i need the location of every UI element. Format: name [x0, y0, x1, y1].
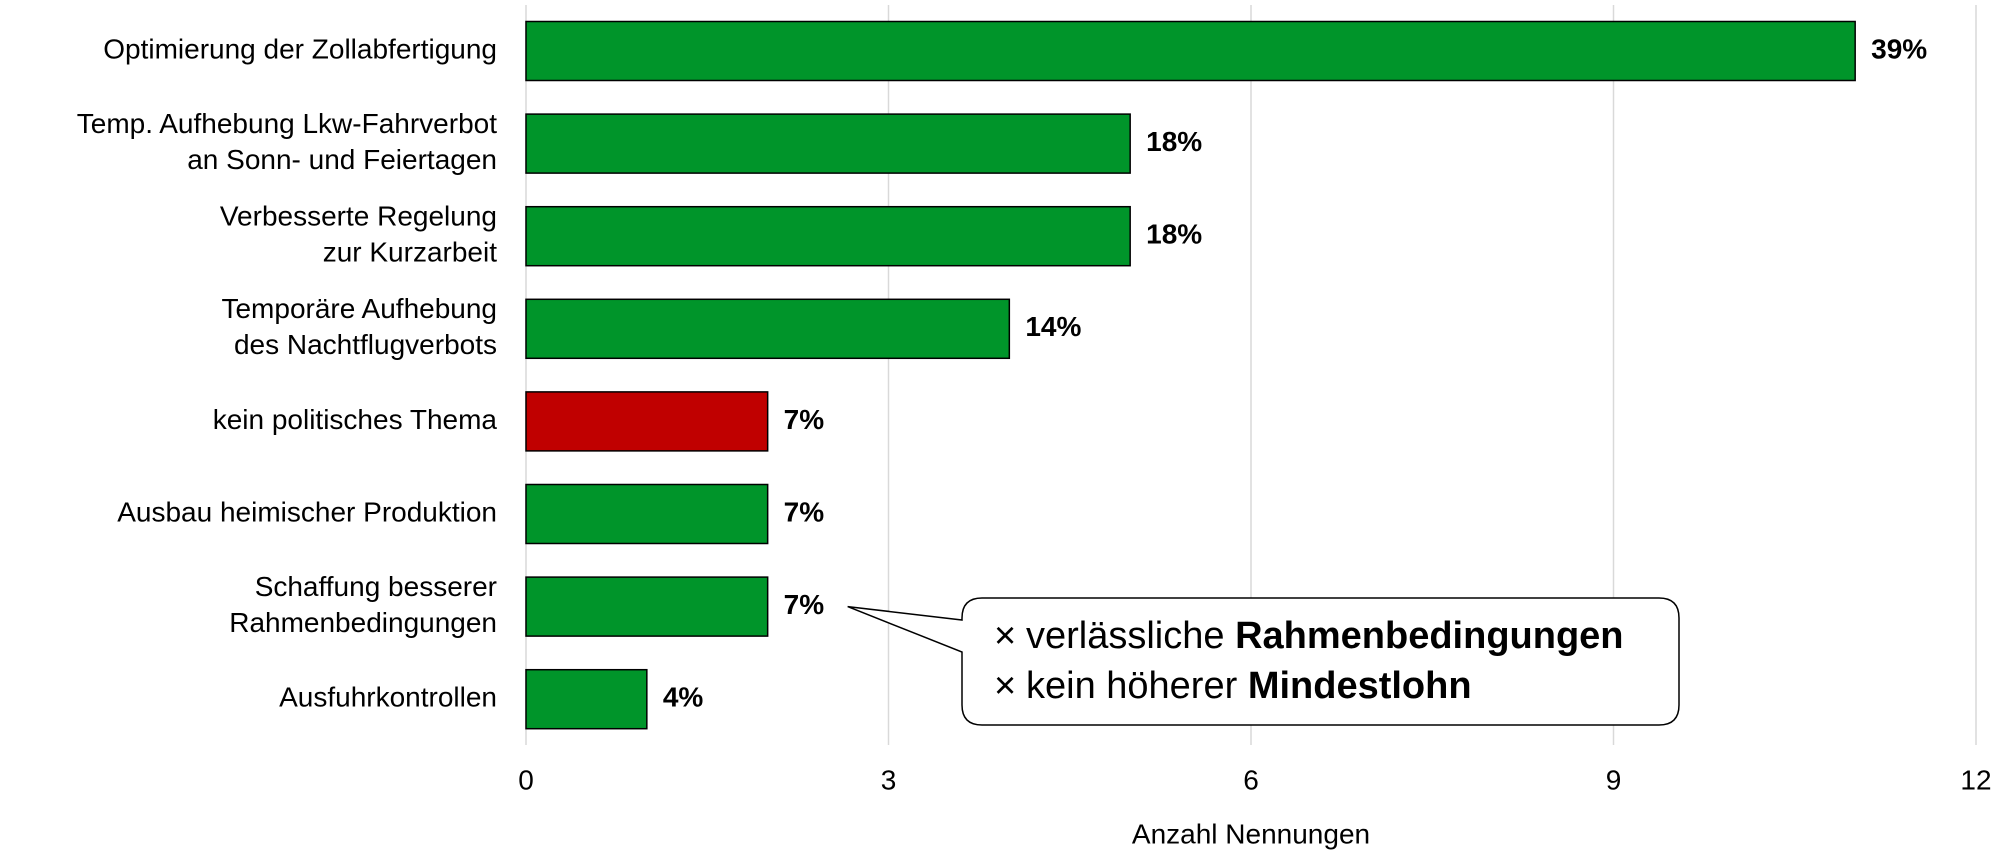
bar — [525, 576, 769, 637]
callout-text: verlässliche Rahmenbedingungen — [1026, 615, 1624, 657]
value-label: 39% — [1871, 33, 1927, 64]
callout-text-normal: verlässliche — [1026, 615, 1235, 657]
x-tick-label: 6 — [1243, 764, 1259, 795]
y-tick-label: Temporäre Aufhebung — [221, 293, 497, 324]
bar — [525, 668, 648, 730]
y-tick-label: zur Kurzarbeit — [323, 237, 498, 268]
x-tick-label: 12 — [1960, 764, 1991, 795]
callout-text-bold: Rahmenbedingungen — [1235, 615, 1623, 657]
callout-text: kein höherer Mindestlohn — [1026, 665, 1472, 707]
callout-text-normal: kein höherer — [1026, 665, 1248, 707]
y-tick-label: Ausbau heimischer Produktion — [117, 496, 497, 527]
bar — [525, 205, 1131, 267]
value-label: 7% — [784, 589, 825, 620]
bullet-icon: × — [994, 665, 1016, 707]
callout-box — [847, 597, 1680, 726]
y-tick-label: Temp. Aufhebung Lkw-Fahrverbot — [77, 108, 497, 139]
y-tick-label: Schaffung besserer — [255, 571, 497, 602]
bar — [525, 20, 1856, 82]
y-tick-label: Optimierung der Zollabfertigung — [103, 33, 497, 64]
y-tick-label: kein politisches Thema — [213, 404, 498, 435]
bar — [525, 113, 1131, 174]
bar — [525, 298, 1011, 360]
value-label: 14% — [1025, 311, 1081, 342]
y-tick-label: an Sonn- und Feiertagen — [187, 144, 497, 175]
value-label: 18% — [1146, 219, 1202, 250]
bar — [525, 483, 769, 545]
value-label: 18% — [1146, 126, 1202, 157]
bar — [525, 391, 769, 452]
y-tick-label: Rahmenbedingungen — [229, 607, 497, 638]
y-tick-label: Ausfuhrkontrollen — [279, 682, 497, 713]
value-label: 4% — [663, 682, 704, 713]
x-tick-label: 0 — [518, 764, 534, 795]
x-axis-title: Anzahl Nennungen — [1132, 818, 1370, 849]
x-tick-label: 9 — [1606, 764, 1622, 795]
bullet-icon: × — [994, 615, 1016, 657]
value-label: 7% — [784, 496, 825, 527]
callout-text-bold: Mindestlohn — [1248, 665, 1472, 707]
value-label: 7% — [784, 404, 825, 435]
y-tick-label: des Nachtflugverbots — [234, 329, 497, 360]
x-tick-label: 3 — [881, 764, 897, 795]
y-tick-label: Verbesserte Regelung — [220, 201, 497, 232]
